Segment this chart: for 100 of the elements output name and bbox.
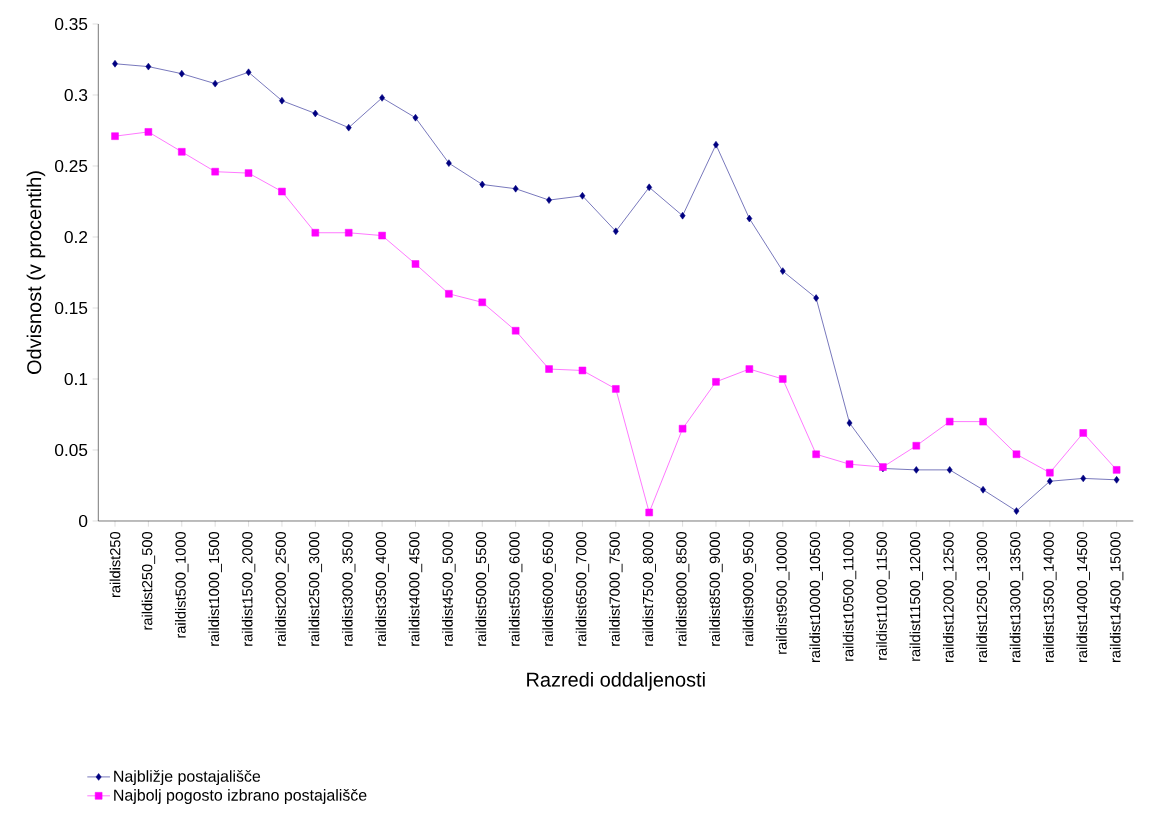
- y-tick-label: 0.15: [55, 301, 88, 315]
- point: [244, 169, 253, 177]
- y-axis-title: Odvisnost (v procentih): [26, 171, 46, 374]
- point: [578, 366, 587, 375]
- point: [712, 378, 720, 386]
- point: [112, 60, 118, 68]
- point: [478, 298, 486, 307]
- point: [311, 229, 320, 237]
- point: [545, 365, 553, 373]
- x-tick-label: raildist11000_11500: [876, 531, 890, 660]
- x-tick-label: raildist11500_12000: [909, 531, 924, 661]
- y-tick-label: 0.35: [55, 17, 88, 31]
- x-tick-label: raildist6000_6500: [542, 531, 556, 646]
- x-tick-label: raildist500_1000: [175, 531, 189, 638]
- point: [412, 113, 419, 122]
- y-tick-label: 0.05: [55, 443, 88, 457]
- x-tick-label: raildist10000_10500: [809, 531, 823, 662]
- x-tick-label: raildist9000_9500: [742, 531, 757, 646]
- point: [345, 123, 352, 132]
- point: [945, 417, 954, 426]
- point: [511, 327, 520, 335]
- x-tick-label: raildist3000_3500: [341, 531, 356, 646]
- x-tick-label: raildist12000_12500: [942, 531, 957, 662]
- point: [344, 229, 353, 237]
- x-tick-label: raildist14000_14500: [1076, 531, 1090, 662]
- x-tick-label: raildist12500_13000: [976, 531, 990, 662]
- x-tick-label: raildist4000_4500: [408, 531, 423, 646]
- point: [813, 294, 819, 302]
- point: [746, 214, 753, 223]
- point: [1112, 466, 1121, 474]
- point: [546, 196, 552, 204]
- x-tick-label: raildist14500_15000: [1109, 531, 1124, 662]
- x-tick-label: raildist1500_2000: [241, 531, 256, 646]
- x-tick-label: raildist13000_13500: [1009, 531, 1024, 662]
- point: [211, 167, 219, 176]
- point: [379, 94, 385, 102]
- x-tick-label: raildist8000_8500: [675, 531, 690, 646]
- point: [612, 227, 619, 236]
- point: [913, 466, 920, 474]
- x-tick-label: raildist2000_2500: [275, 531, 289, 646]
- point: [1113, 476, 1120, 484]
- x-tick-label: raildist8500_9000: [709, 531, 723, 646]
- point: [645, 508, 653, 517]
- point: [145, 62, 152, 71]
- point: [679, 211, 686, 220]
- point: [512, 185, 519, 193]
- point: [779, 375, 787, 383]
- x-tick-label: raildist7000_7500: [609, 531, 623, 646]
- x-tick-label: raildist3500_4000: [375, 531, 389, 646]
- point: [212, 79, 219, 88]
- point: [678, 424, 687, 433]
- x-tick-label: raildist6500_7000: [575, 531, 590, 646]
- y-tick-label: 0.1: [64, 372, 88, 386]
- point: [979, 417, 987, 426]
- point: [846, 419, 853, 427]
- y-tick-label: 0.25: [55, 159, 88, 173]
- x-tick-label: raildist4500_5000: [442, 531, 456, 646]
- point: [779, 267, 786, 275]
- x-axis-title: Razredi oddaljenosti: [527, 672, 705, 691]
- point: [646, 183, 653, 192]
- x-tick-label: raildist250: [109, 531, 121, 597]
- point: [980, 486, 986, 494]
- point: [178, 69, 185, 78]
- x-tick-label: raildist250_500: [141, 531, 156, 630]
- point: [946, 466, 953, 474]
- point: [745, 365, 754, 373]
- point: [411, 260, 420, 268]
- point: [312, 109, 319, 118]
- point: [812, 450, 820, 458]
- point: [178, 148, 186, 156]
- y-tick-label: 0.2: [64, 230, 88, 244]
- x-tick-label: raildist1000_1500: [208, 531, 222, 646]
- x-tick-label: raildist13500_14000: [1043, 531, 1057, 662]
- point: [278, 187, 286, 196]
- x-tick-label: raildist2500_3000: [308, 531, 323, 646]
- x-tick-label: raildist10500_11000: [842, 531, 857, 661]
- point: [1046, 469, 1054, 477]
- point: [1080, 474, 1087, 483]
- point: [1046, 477, 1053, 485]
- x-tick-label: raildist5000_5500: [475, 531, 489, 646]
- point: [1079, 429, 1087, 437]
- point: [912, 442, 921, 450]
- y-tick-label: 0: [79, 514, 88, 528]
- point: [245, 68, 252, 76]
- point: [446, 159, 452, 167]
- point: [612, 385, 620, 393]
- legend-label: Najbližje postajališče: [114, 770, 261, 786]
- x-tick-label: raildist9500_10000: [776, 531, 790, 654]
- x-tick-label: raildist7500_8000: [642, 531, 656, 646]
- point: [111, 132, 119, 140]
- point: [1012, 450, 1021, 458]
- point: [579, 192, 586, 200]
- point: [144, 128, 153, 136]
- point: [378, 231, 386, 240]
- point: [1013, 507, 1020, 515]
- x-tick-label: raildist5500_6000: [508, 531, 523, 646]
- point: [445, 290, 453, 298]
- point: [479, 180, 486, 189]
- point: [845, 460, 854, 468]
- legend-label: Najbolj pogosto izbrano postajališče: [114, 789, 367, 804]
